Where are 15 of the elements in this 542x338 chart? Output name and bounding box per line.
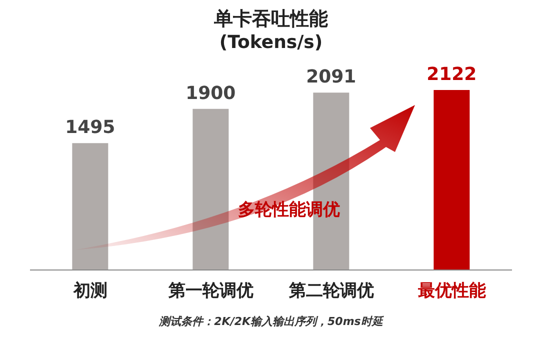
- data-label: 1495: [65, 117, 116, 138]
- chart-subtitle: (Tokens/s): [218, 32, 324, 53]
- annotation: 多轮性能调优: [238, 199, 340, 221]
- x-tick-label: 初测: [72, 281, 108, 301]
- x-tick-label: 第一轮调优: [167, 281, 254, 301]
- data-label: 2091: [306, 66, 356, 88]
- data-label: 1900: [186, 82, 236, 104]
- bar: [434, 90, 470, 270]
- chart-title: 单卡吞吐性能: [213, 7, 329, 32]
- bar: [192, 108, 229, 270]
- text: 测试条件：2K/2K输入输出序列，50ms时延: [158, 314, 385, 329]
- data-label: 2122: [426, 64, 477, 85]
- x-tick-label: 最优性能: [416, 281, 486, 301]
- bar: [72, 143, 108, 270]
- x-tick-label: 第二轮调优: [288, 281, 374, 301]
